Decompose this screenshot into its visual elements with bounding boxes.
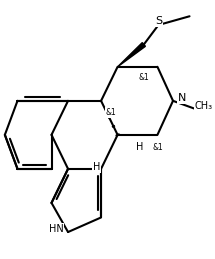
- Text: N: N: [178, 93, 186, 103]
- Text: HN: HN: [49, 224, 63, 234]
- Text: &1: &1: [139, 73, 150, 82]
- Text: &1: &1: [106, 108, 117, 117]
- Text: CH₃: CH₃: [194, 101, 212, 111]
- Text: &1: &1: [153, 143, 163, 152]
- Polygon shape: [118, 43, 145, 67]
- Text: H: H: [93, 162, 100, 172]
- Text: S: S: [155, 16, 162, 26]
- Text: H: H: [136, 142, 143, 153]
